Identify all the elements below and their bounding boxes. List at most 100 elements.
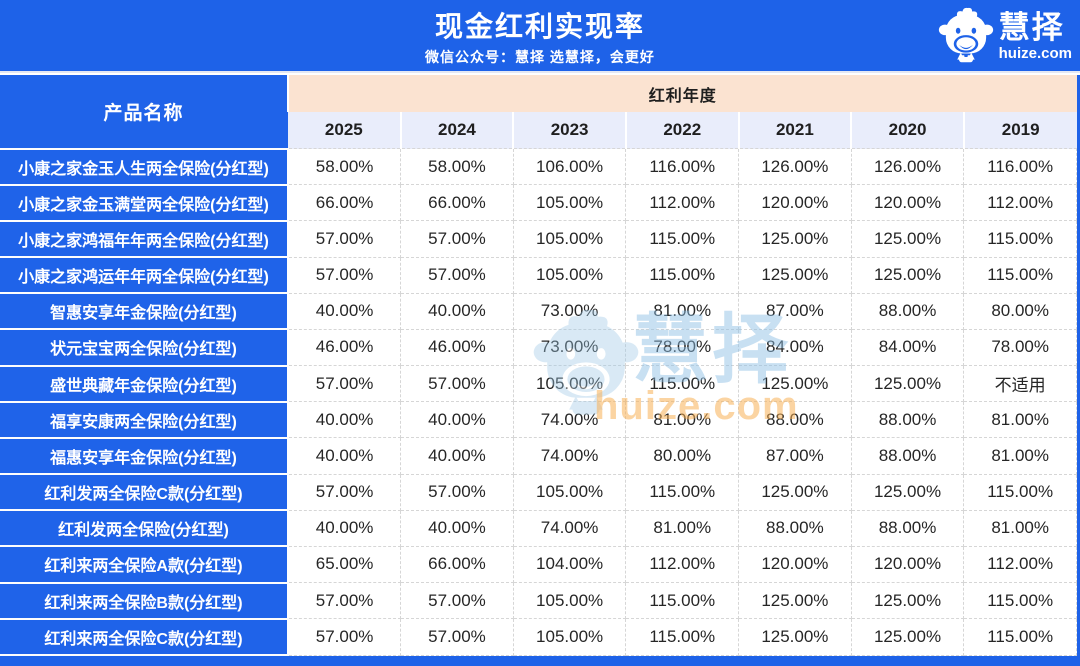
rate-cell: 88.00% — [738, 401, 852, 439]
table-row: 红利发两全保险C款(分红型) 57.00% 57.00% 105.00% 115… — [0, 473, 1077, 512]
product-name-cell: 福惠安享年金保险(分红型) — [0, 437, 289, 476]
rate-cell: 125.00% — [850, 618, 965, 656]
header-row-group: 产品名称 红利年度 — [0, 75, 1077, 150]
table-row: 小康之家金玉满堂两全保险(分红型) 66.00% 66.00% 105.00% … — [0, 184, 1077, 222]
rate-cell: 81.00% — [625, 401, 740, 439]
product-name-cell: 红利来两全保险B款(分红型) — [0, 582, 289, 620]
product-name-cell: 智惠安享年金保险(分红型) — [0, 293, 289, 331]
rate-cell: 87.00% — [738, 292, 852, 330]
year-header: 2021 — [737, 112, 852, 149]
rate-cell: 73.00% — [512, 328, 627, 367]
rate-cell: 81.00% — [625, 292, 740, 330]
header-row-years: 2025 2024 2023 2022 2021 2020 2019 — [0, 112, 1077, 149]
rate-cell: 57.00% — [287, 220, 402, 258]
rate-cell: 115.00% — [625, 618, 740, 656]
rate-cell: 120.00% — [738, 184, 852, 222]
rate-cell: 112.00% — [963, 545, 1077, 584]
rate-cell: 106.00% — [512, 147, 627, 186]
rate-cell: 78.00% — [963, 328, 1077, 367]
rate-cell: 80.00% — [625, 437, 740, 475]
rate-cell: 112.00% — [625, 545, 740, 584]
table-row: 福享安康两全保险(分红型) 40.00% 40.00% 74.00% 81.00… — [0, 401, 1077, 439]
rate-cell: 105.00% — [512, 582, 627, 620]
rate-cell: 115.00% — [625, 582, 740, 620]
rate-cell: 78.00% — [625, 328, 740, 367]
rate-cell: 40.00% — [287, 437, 402, 475]
rate-cell: 81.00% — [963, 437, 1077, 475]
rate-cell: 125.00% — [850, 365, 965, 403]
rate-cell: 88.00% — [850, 437, 965, 475]
table-row: 红利发两全保险(分红型) 40.00% 40.00% 74.00% 81.00%… — [0, 509, 1077, 548]
table-row: 红利来两全保险B款(分红型) 57.00% 57.00% 105.00% 115… — [0, 582, 1077, 620]
year-header: 2022 — [624, 112, 739, 149]
rate-cell: 40.00% — [287, 292, 402, 330]
brand-logo-text: 慧择 huize.com — [999, 12, 1072, 61]
cow-mascot-icon — [938, 7, 993, 63]
rate-cell: 125.00% — [738, 220, 852, 258]
rate-cell: 74.00% — [512, 437, 627, 475]
bottom-bar — [0, 656, 1080, 666]
rate-cell: 116.00% — [963, 147, 1077, 186]
brand-domain: huize.com — [998, 44, 1072, 62]
rate-cell: 115.00% — [963, 256, 1077, 294]
table-row: 小康之家金玉人生两全保险(分红型) 58.00% 58.00% 106.00% … — [0, 147, 1077, 186]
rate-cell: 125.00% — [850, 220, 965, 258]
rate-cell: 40.00% — [400, 509, 514, 547]
rate-cell: 115.00% — [625, 473, 740, 511]
product-name-cell: 红利发两全保险C款(分红型) — [0, 474, 289, 512]
rate-cell: 57.00% — [287, 365, 402, 403]
rate-cell: 57.00% — [287, 618, 402, 656]
table-row: 红利来两全保险C款(分红型) 57.00% 57.00% 105.00% 115… — [0, 618, 1077, 657]
rate-cell: 74.00% — [512, 401, 627, 439]
rate-cell: 40.00% — [287, 509, 402, 547]
rate-cell: 87.00% — [738, 437, 852, 475]
rate-cell: 125.00% — [738, 582, 852, 620]
rate-cell: 104.00% — [512, 545, 627, 584]
product-name-cell: 小康之家鸿福年年两全保险(分红型) — [0, 220, 289, 259]
rate-cell: 105.00% — [512, 473, 627, 511]
rate-cell: 57.00% — [400, 473, 514, 511]
rate-cell: 不适用 — [963, 365, 1077, 403]
rate-cell: 105.00% — [512, 220, 627, 258]
top-banner: 现金红利实现率 微信公众号：慧择 选慧择，会更好 慧择 huize.com — [0, 0, 1080, 73]
rate-cell: 40.00% — [287, 401, 402, 439]
rate-cell: 46.00% — [287, 328, 402, 367]
product-name-cell: 盛世典藏年金保险(分红型) — [0, 365, 289, 403]
product-name-cell: 小康之家鸿运年年两全保险(分红型) — [0, 257, 289, 295]
rate-cell: 115.00% — [625, 256, 740, 294]
rate-cell: 84.00% — [850, 328, 965, 367]
rate-cell: 88.00% — [738, 509, 852, 547]
table-row: 小康之家鸿运年年两全保险(分红型) 57.00% 57.00% 105.00% … — [0, 256, 1077, 295]
rate-cell: 125.00% — [850, 473, 965, 511]
product-name-cell: 福享安康两全保险(分红型) — [0, 401, 289, 439]
rate-cell: 66.00% — [287, 184, 402, 222]
rate-cell: 120.00% — [850, 184, 965, 222]
rate-cell: 57.00% — [287, 582, 402, 620]
year-header: 2023 — [512, 112, 626, 149]
table-row: 福惠安享年金保险(分红型) 40.00% 40.00% 74.00% 80.00… — [0, 437, 1077, 476]
rate-cell: 105.00% — [512, 365, 627, 403]
rate-cell: 105.00% — [512, 184, 627, 222]
brand-name: 慧择 — [998, 9, 1065, 45]
rate-cell: 80.00% — [963, 292, 1077, 330]
year-header: 2019 — [962, 112, 1077, 149]
product-name-cell: 红利发两全保险(分红型) — [0, 510, 289, 548]
rate-cell: 115.00% — [625, 365, 740, 403]
rate-cell: 125.00% — [738, 618, 852, 656]
table-row: 盛世典藏年金保险(分红型) 57.00% 57.00% 105.00% 115.… — [0, 365, 1077, 403]
rate-cell: 81.00% — [625, 509, 740, 547]
year-header: 2025 — [288, 112, 401, 149]
page-title: 现金红利实现率 — [434, 11, 645, 42]
rate-cell: 126.00% — [850, 147, 965, 186]
rate-cell: 57.00% — [400, 582, 514, 620]
table-row: 智惠安享年金保险(分红型) 40.00% 40.00% 73.00% 81.00… — [0, 292, 1077, 331]
rate-cell: 125.00% — [850, 582, 965, 620]
rate-cell: 116.00% — [625, 147, 740, 186]
page-subtitle: 微信公众号：慧择 选慧择，会更好 — [425, 49, 655, 65]
rate-cell: 81.00% — [963, 401, 1077, 439]
rate-cell: 40.00% — [400, 292, 514, 330]
year-header: 2020 — [850, 112, 964, 149]
rate-cell: 57.00% — [400, 618, 514, 656]
rate-cell: 84.00% — [738, 328, 852, 367]
rate-cell: 73.00% — [512, 292, 627, 330]
